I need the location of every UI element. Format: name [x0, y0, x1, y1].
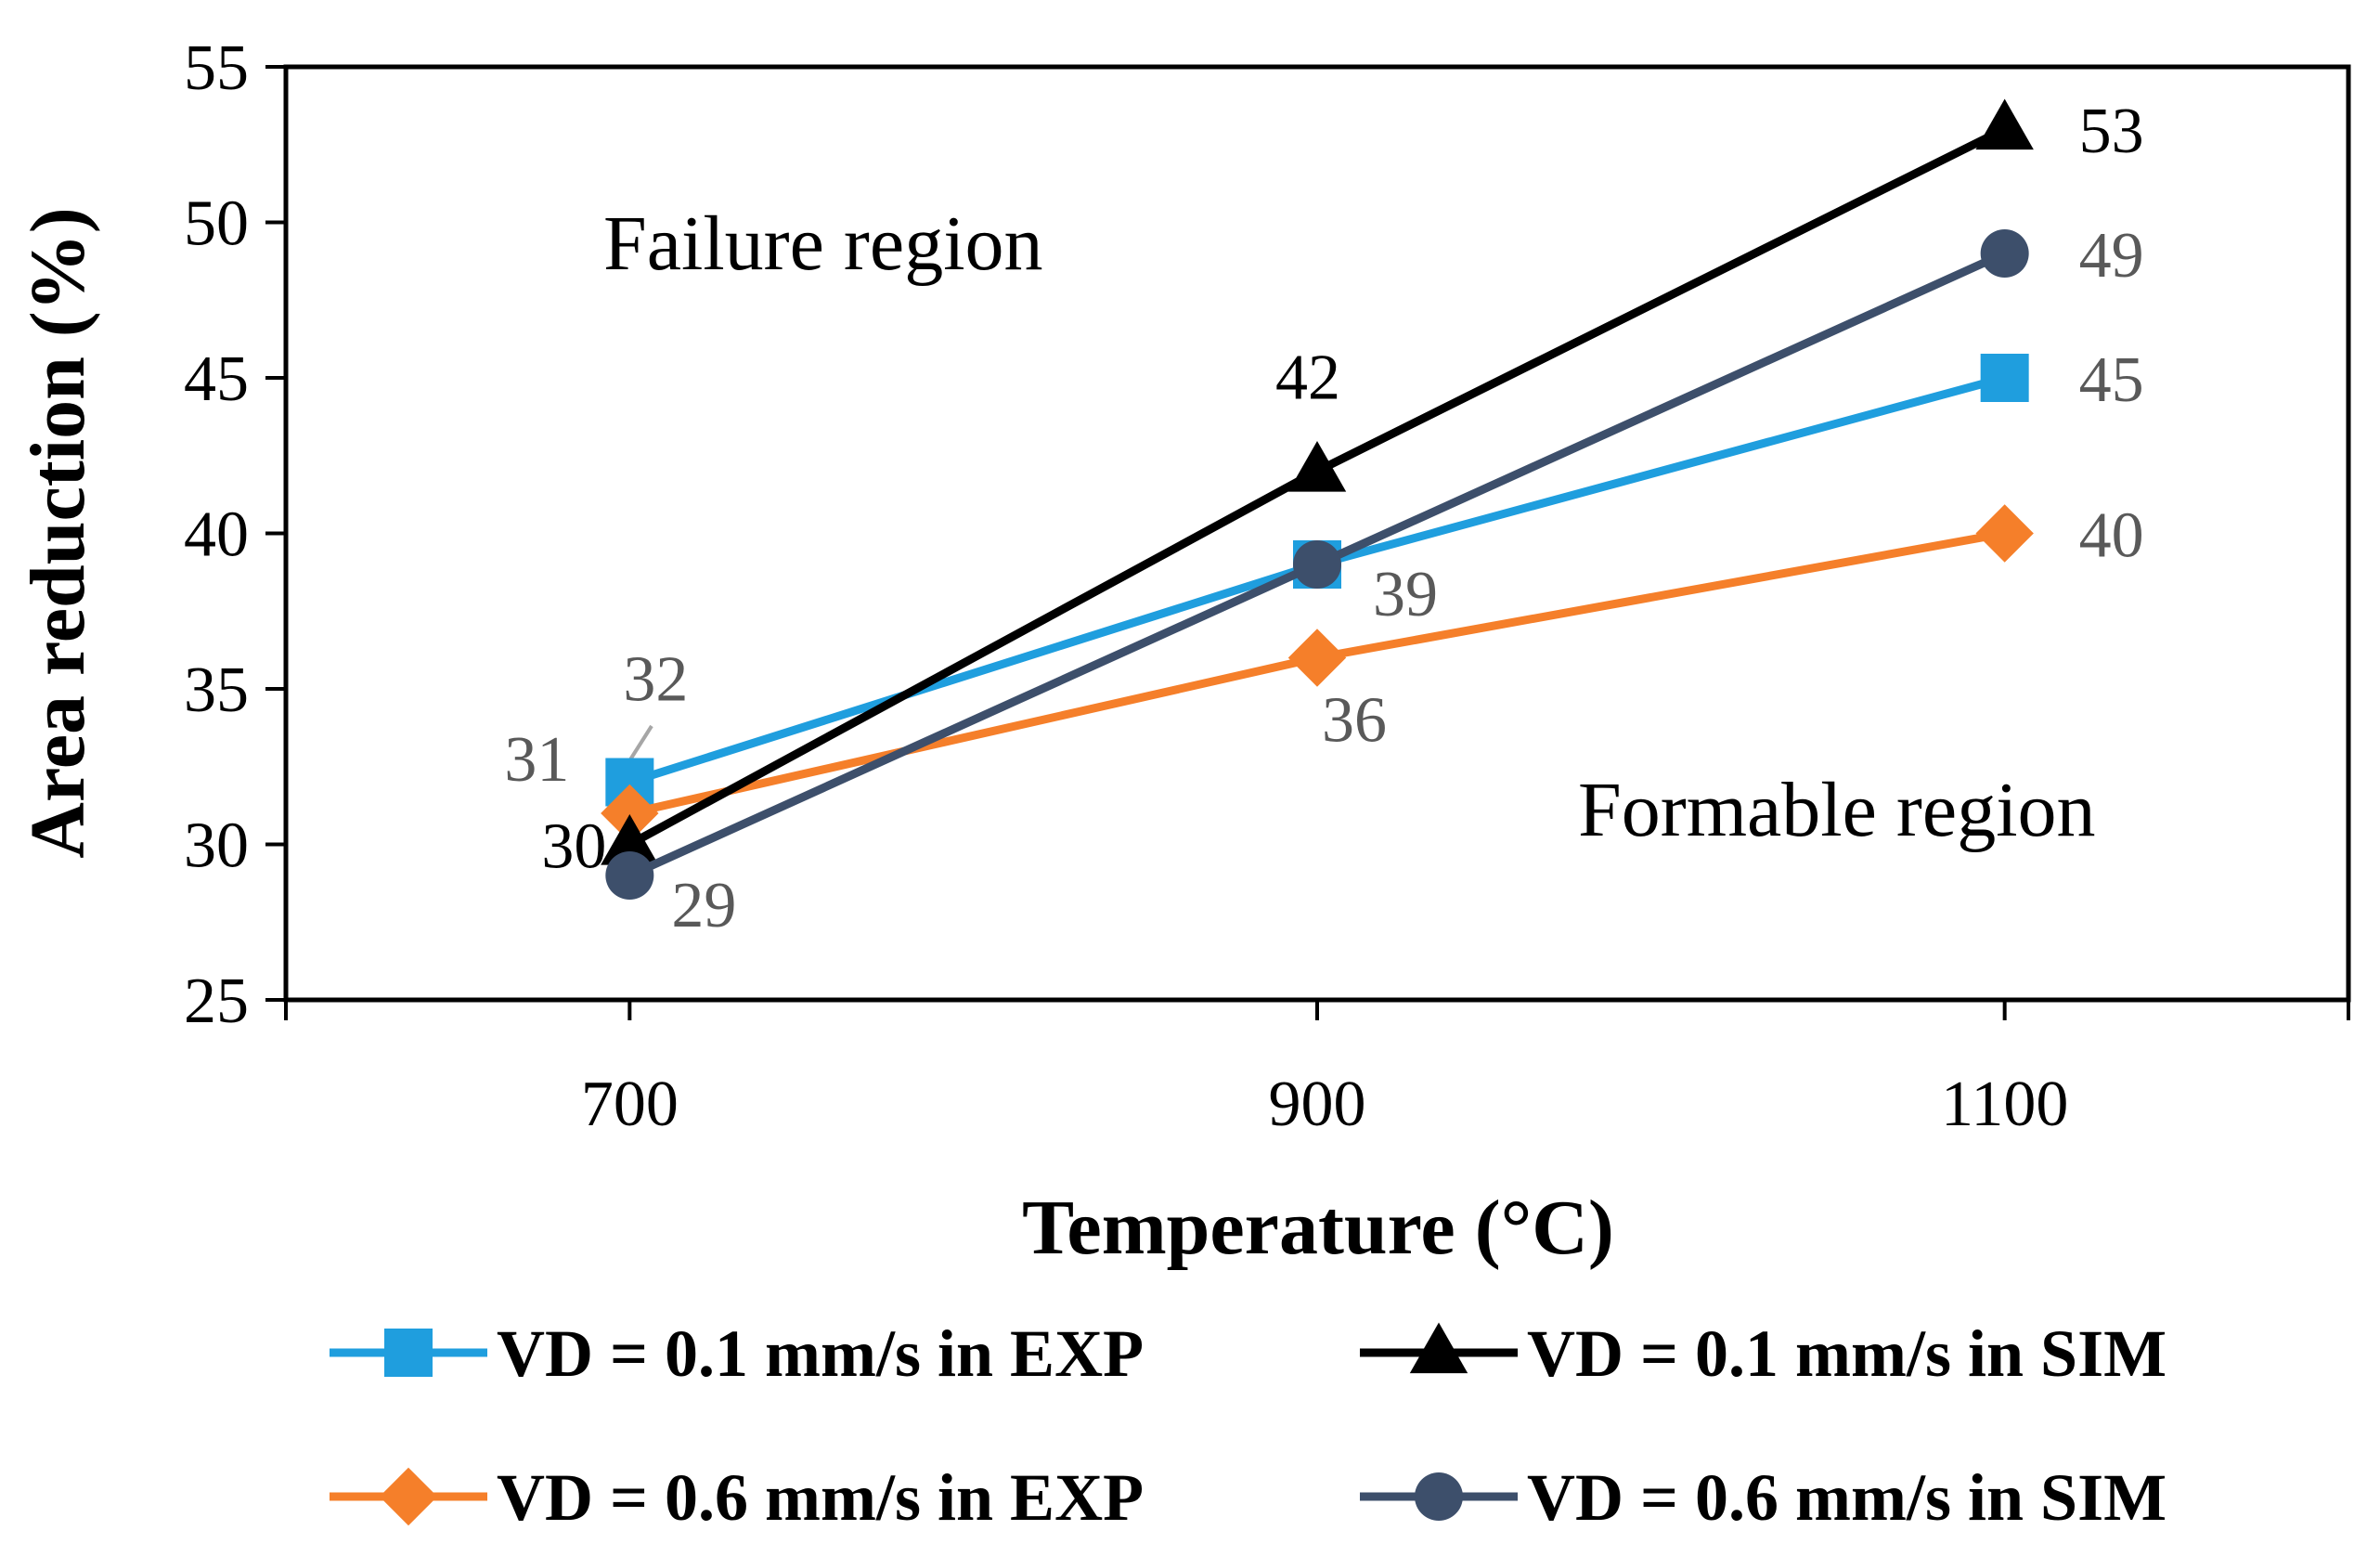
- data-label-exp01: 32: [623, 644, 688, 716]
- x-axis-ticks: 700 900 1100: [284, 1000, 2350, 1140]
- data-label-exp01: 39: [1373, 559, 1438, 630]
- data-label-sim06: 49: [2079, 220, 2144, 292]
- y-axis-title: Area reduction (%): [15, 207, 101, 858]
- series-exp06: [601, 504, 2034, 843]
- x-tick-label: 900: [1269, 1069, 1366, 1140]
- legend-item-sim06: VD = 0.6 mm/s in SIM: [1360, 1460, 2167, 1535]
- series-sim01: [601, 98, 2034, 865]
- data-label-exp06: 40: [2079, 500, 2144, 572]
- data-point-sim06: [1980, 229, 2029, 278]
- data-label-sim01: 30: [541, 811, 606, 883]
- data-labels: 32 39 45 30 42 53 31 36 40 29 49: [504, 96, 2143, 941]
- y-tick-label: 45: [184, 344, 249, 415]
- legend-swatch-marker: [384, 1329, 433, 1377]
- data-point-sim06: [1293, 540, 1341, 589]
- legend-label: VD = 0.6 mm/s in SIM: [1527, 1460, 2167, 1535]
- data-label-exp06: 31: [504, 724, 569, 796]
- legend-swatch-marker: [1415, 1472, 1463, 1521]
- data-point-exp06: [1287, 629, 1347, 687]
- legend-item-sim01: VD = 0.1 mm/s in SIM: [1360, 1316, 2167, 1391]
- y-tick-label: 55: [184, 32, 249, 104]
- x-axis-title: Temperature (°C): [1022, 1185, 1614, 1271]
- legend-swatch-marker: [379, 1467, 438, 1526]
- data-label-sim06: 29: [671, 870, 736, 941]
- data-label-exp01: 45: [2079, 344, 2144, 416]
- y-tick-label: 40: [184, 499, 249, 571]
- series-sim06: [605, 229, 2029, 900]
- legend: VD = 0.1 mm/s in EXP VD = 0.1 mm/s in SIM…: [330, 1316, 2167, 1535]
- y-tick-label: 30: [184, 810, 249, 882]
- data-label-exp06: 36: [1322, 685, 1387, 757]
- data-point-sim01: [601, 814, 659, 865]
- data-point-sim06: [605, 851, 654, 900]
- data-label-sim01: 42: [1275, 343, 1340, 414]
- legend-label: VD = 0.1 mm/s in SIM: [1527, 1316, 2167, 1391]
- y-tick-label: 25: [184, 966, 249, 1037]
- legend-label: VD = 0.6 mm/s in EXP: [497, 1460, 1144, 1535]
- legend-item-exp01: VD = 0.1 mm/s in EXP: [330, 1316, 1144, 1391]
- data-point-sim01: [1975, 98, 2034, 150]
- legend-swatch-marker: [1409, 1322, 1468, 1374]
- legend-item-exp06: VD = 0.6 mm/s in EXP: [330, 1460, 1144, 1535]
- y-axis-ticks: 25 30 35 40 45 50 55: [184, 32, 286, 1037]
- failure-region-annotation: Failure region: [603, 201, 1043, 287]
- data-point-exp06: [601, 784, 659, 843]
- data-point-sim01: [1287, 441, 1347, 492]
- formable-region-annotation: Formable region: [1578, 767, 2096, 853]
- data-label-sim01: 53: [2079, 96, 2144, 167]
- data-point-exp06: [1975, 504, 2034, 563]
- legend-label: VD = 0.1 mm/s in EXP: [497, 1316, 1144, 1391]
- y-tick-label: 50: [184, 188, 249, 260]
- x-tick-label: 700: [581, 1069, 679, 1140]
- series-layer: [601, 98, 2034, 900]
- data-point-exp01: [1980, 354, 2029, 402]
- x-tick-label: 1100: [1941, 1069, 2068, 1140]
- y-tick-label: 35: [184, 655, 249, 726]
